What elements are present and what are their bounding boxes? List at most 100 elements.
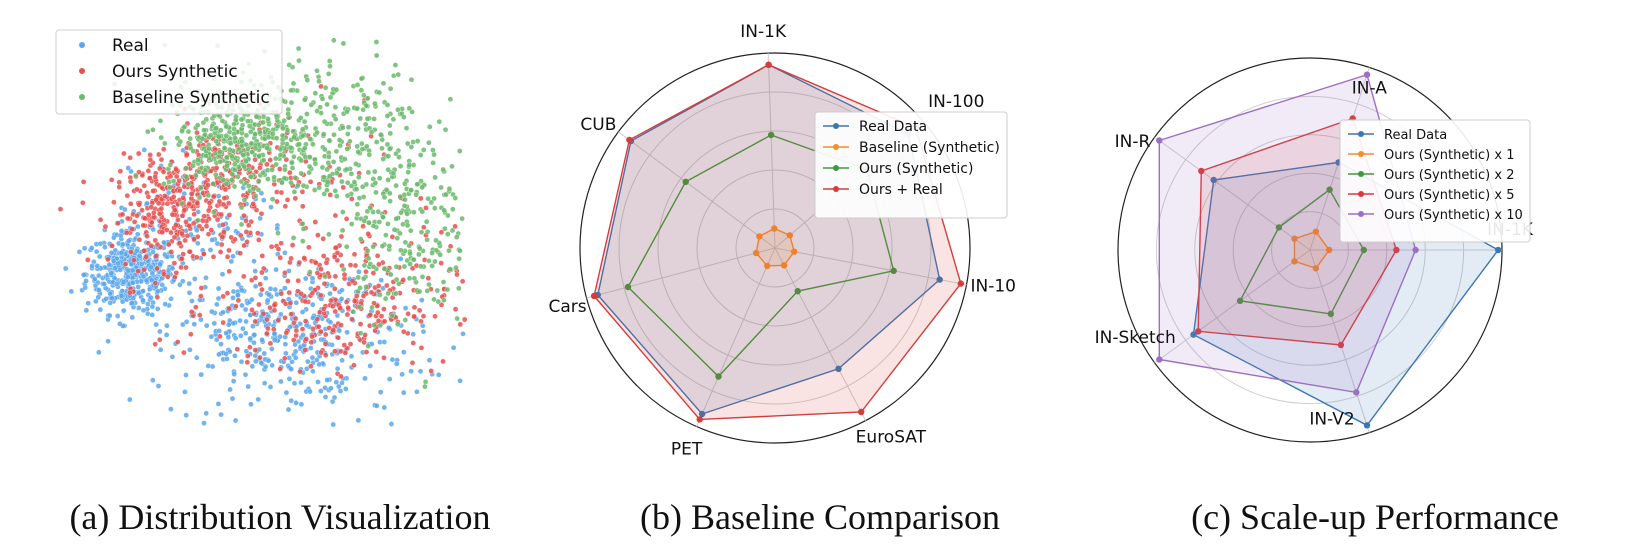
scatter-point [317, 292, 324, 299]
grid-ring [618, 91, 932, 405]
scatter-point [187, 135, 193, 142]
scatter-point [372, 180, 379, 186]
scatter-point [332, 348, 338, 355]
scatter-point [339, 124, 346, 131]
scatter-point [144, 233, 150, 239]
scatter-point [399, 371, 405, 378]
axis-label: IN-10 [971, 277, 1017, 297]
scatter-point [179, 321, 186, 328]
scatter-point [298, 170, 305, 177]
axis-label: IN-Sketch [1095, 328, 1176, 348]
scatter-point [309, 301, 316, 308]
legend-label: Real Data [1384, 128, 1447, 143]
scatter-point [145, 211, 152, 218]
scatter-point [289, 242, 296, 248]
scatter-point [377, 292, 383, 298]
scatter-point [450, 344, 457, 351]
scatter-point [298, 157, 305, 164]
scatter-point [216, 351, 222, 358]
radar-point [1210, 176, 1217, 184]
scatter-point [186, 289, 193, 296]
scatter-point [431, 195, 437, 202]
scatter-point [428, 368, 434, 374]
scatter-point [438, 229, 445, 236]
scatter-point [150, 226, 156, 233]
scatter-point [441, 207, 447, 214]
scatter-point [363, 143, 370, 150]
scatter-point [383, 232, 389, 238]
scatter-point [414, 138, 421, 144]
scatter-point [364, 208, 371, 215]
scatter-point [321, 174, 327, 180]
scatter-point [194, 129, 200, 136]
scatter-point [302, 298, 309, 305]
scatter-point [386, 243, 393, 249]
scatter-point [438, 184, 444, 191]
scatter-point [388, 421, 395, 427]
scatter-point [243, 132, 250, 139]
scatter-point [193, 304, 199, 311]
scatter-point [389, 312, 396, 319]
scatter-point [298, 379, 304, 386]
scatter-point [278, 378, 284, 385]
scatter-point [409, 359, 416, 366]
radar-point [1353, 389, 1360, 396]
scatter-point [442, 225, 448, 232]
scatter-point [97, 216, 104, 223]
scatter-point [315, 232, 321, 238]
grid-spoke [1154, 136, 1311, 251]
scatter-point [163, 332, 170, 338]
scatter-point [252, 283, 259, 290]
scatter-point [115, 220, 121, 226]
scatter-point [381, 339, 388, 345]
scatter-point [387, 198, 393, 204]
scatter-point [314, 108, 320, 114]
scatter-point [234, 346, 241, 353]
scatter-point [406, 275, 413, 282]
scatter-point [395, 106, 401, 113]
scatter-point [310, 326, 316, 332]
scatter-point [385, 166, 392, 173]
scatter-point [243, 158, 249, 164]
radar-point [1275, 224, 1283, 231]
scatter-point [237, 332, 244, 339]
scatter-point [384, 102, 391, 108]
scatter-point [283, 389, 290, 396]
scatter-point [186, 222, 193, 229]
scatter-point [162, 301, 168, 307]
scatter-point [183, 173, 190, 180]
scatter-point [232, 352, 238, 359]
scatter-point [447, 96, 454, 102]
scatter-point [420, 224, 427, 231]
scatter-point [426, 357, 433, 364]
scatter-point [322, 331, 329, 338]
scatter-point [401, 263, 408, 270]
scatter-point [397, 255, 404, 262]
scatter-point [231, 371, 237, 377]
scatter-point [158, 134, 164, 141]
scatter-point [454, 271, 460, 278]
scatter-point [129, 226, 135, 232]
scatter-point [136, 201, 142, 208]
scatter-point [252, 193, 259, 199]
legend-marker [79, 68, 85, 74]
scatter-point [278, 240, 284, 246]
scatter-point [284, 196, 291, 203]
scatter-point [210, 180, 217, 187]
scatter-point [170, 194, 177, 200]
scatter-point [278, 290, 285, 297]
scatter-point [228, 176, 235, 183]
scatter-point [244, 239, 250, 245]
scatter-point [310, 368, 316, 375]
scatter-point [423, 218, 430, 225]
scatter-point [210, 253, 217, 260]
scatter-point [362, 121, 369, 128]
scatter-point [354, 105, 361, 112]
scatter-point [436, 118, 443, 125]
scatter-point [134, 223, 141, 230]
scatter-point [276, 166, 283, 172]
scatter-point [331, 285, 338, 292]
scatter-point [169, 265, 176, 272]
scatter-point [359, 183, 366, 190]
radar-point [1360, 246, 1368, 254]
